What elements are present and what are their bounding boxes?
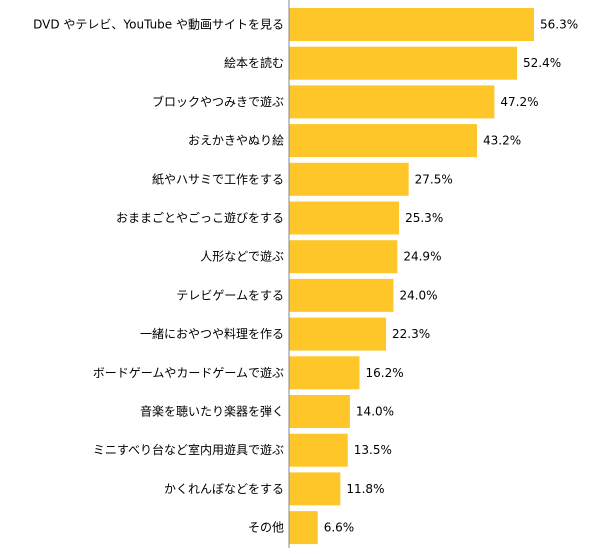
bar — [289, 278, 394, 312]
category-labels: DVD やテレビ、YouTube や動画サイトを見る絵本を読むブロックやつみきで… — [33, 18, 284, 535]
bar — [289, 240, 398, 274]
category-label: 紙やハサミで工作をする — [152, 171, 284, 186]
bar — [289, 8, 534, 41]
category-label: かくれんぼなどをする — [164, 482, 284, 496]
category-label: DVD やテレビ、YouTube や動画サイトを見る — [33, 18, 284, 32]
bar — [289, 317, 387, 351]
value-label: 24.9% — [403, 250, 441, 264]
category-label: 人形などで遊ぶ — [200, 249, 284, 264]
bar — [289, 201, 400, 235]
value-label: 14.0% — [356, 405, 394, 419]
bar — [289, 356, 360, 390]
bar — [289, 395, 350, 428]
category-label: おままごとやごっこ遊びをする — [116, 210, 284, 225]
value-label: 27.5% — [415, 172, 453, 186]
value-label: 43.2% — [483, 134, 521, 148]
value-label: 25.3% — [405, 211, 443, 225]
bar — [289, 124, 477, 158]
category-label: おえかきやぬり絵 — [188, 133, 284, 148]
category-label: テレビゲームをする — [176, 288, 284, 302]
bar — [289, 46, 518, 80]
bar — [289, 433, 348, 467]
category-label: ミニすべり台など室内用遊具で遊ぶ — [93, 442, 284, 457]
value-label: 22.3% — [392, 327, 430, 341]
category-label: ブロックやつみきで遊ぶ — [152, 94, 284, 109]
value-label: 24.0% — [399, 288, 437, 302]
value-label: 13.5% — [354, 443, 392, 457]
category-label: 一緒におやつや料理を作る — [140, 326, 284, 341]
value-labels: 56.3% 52.4% 47.2% 43.2% 27.5% 25.3% 24.9% 24.0%… — [324, 18, 578, 535]
bar — [289, 85, 495, 119]
value-label: 56.3% — [540, 18, 578, 32]
value-label: 6.6% — [324, 521, 355, 535]
category-label: 音楽を聴いたり楽器を弾く — [140, 404, 284, 419]
category-label: 絵本を読む — [224, 55, 284, 70]
value-label: 11.8% — [346, 482, 384, 496]
value-label: 16.2% — [365, 366, 403, 380]
category-label: その他 — [248, 521, 284, 535]
bar — [289, 472, 341, 506]
value-label: 52.4% — [523, 56, 561, 70]
category-label: ボードゲームやカードゲームで遊ぶ — [93, 365, 284, 380]
bar — [289, 511, 318, 545]
bars-group — [289, 8, 534, 545]
value-label: 47.2% — [500, 95, 538, 109]
bar — [289, 162, 409, 196]
